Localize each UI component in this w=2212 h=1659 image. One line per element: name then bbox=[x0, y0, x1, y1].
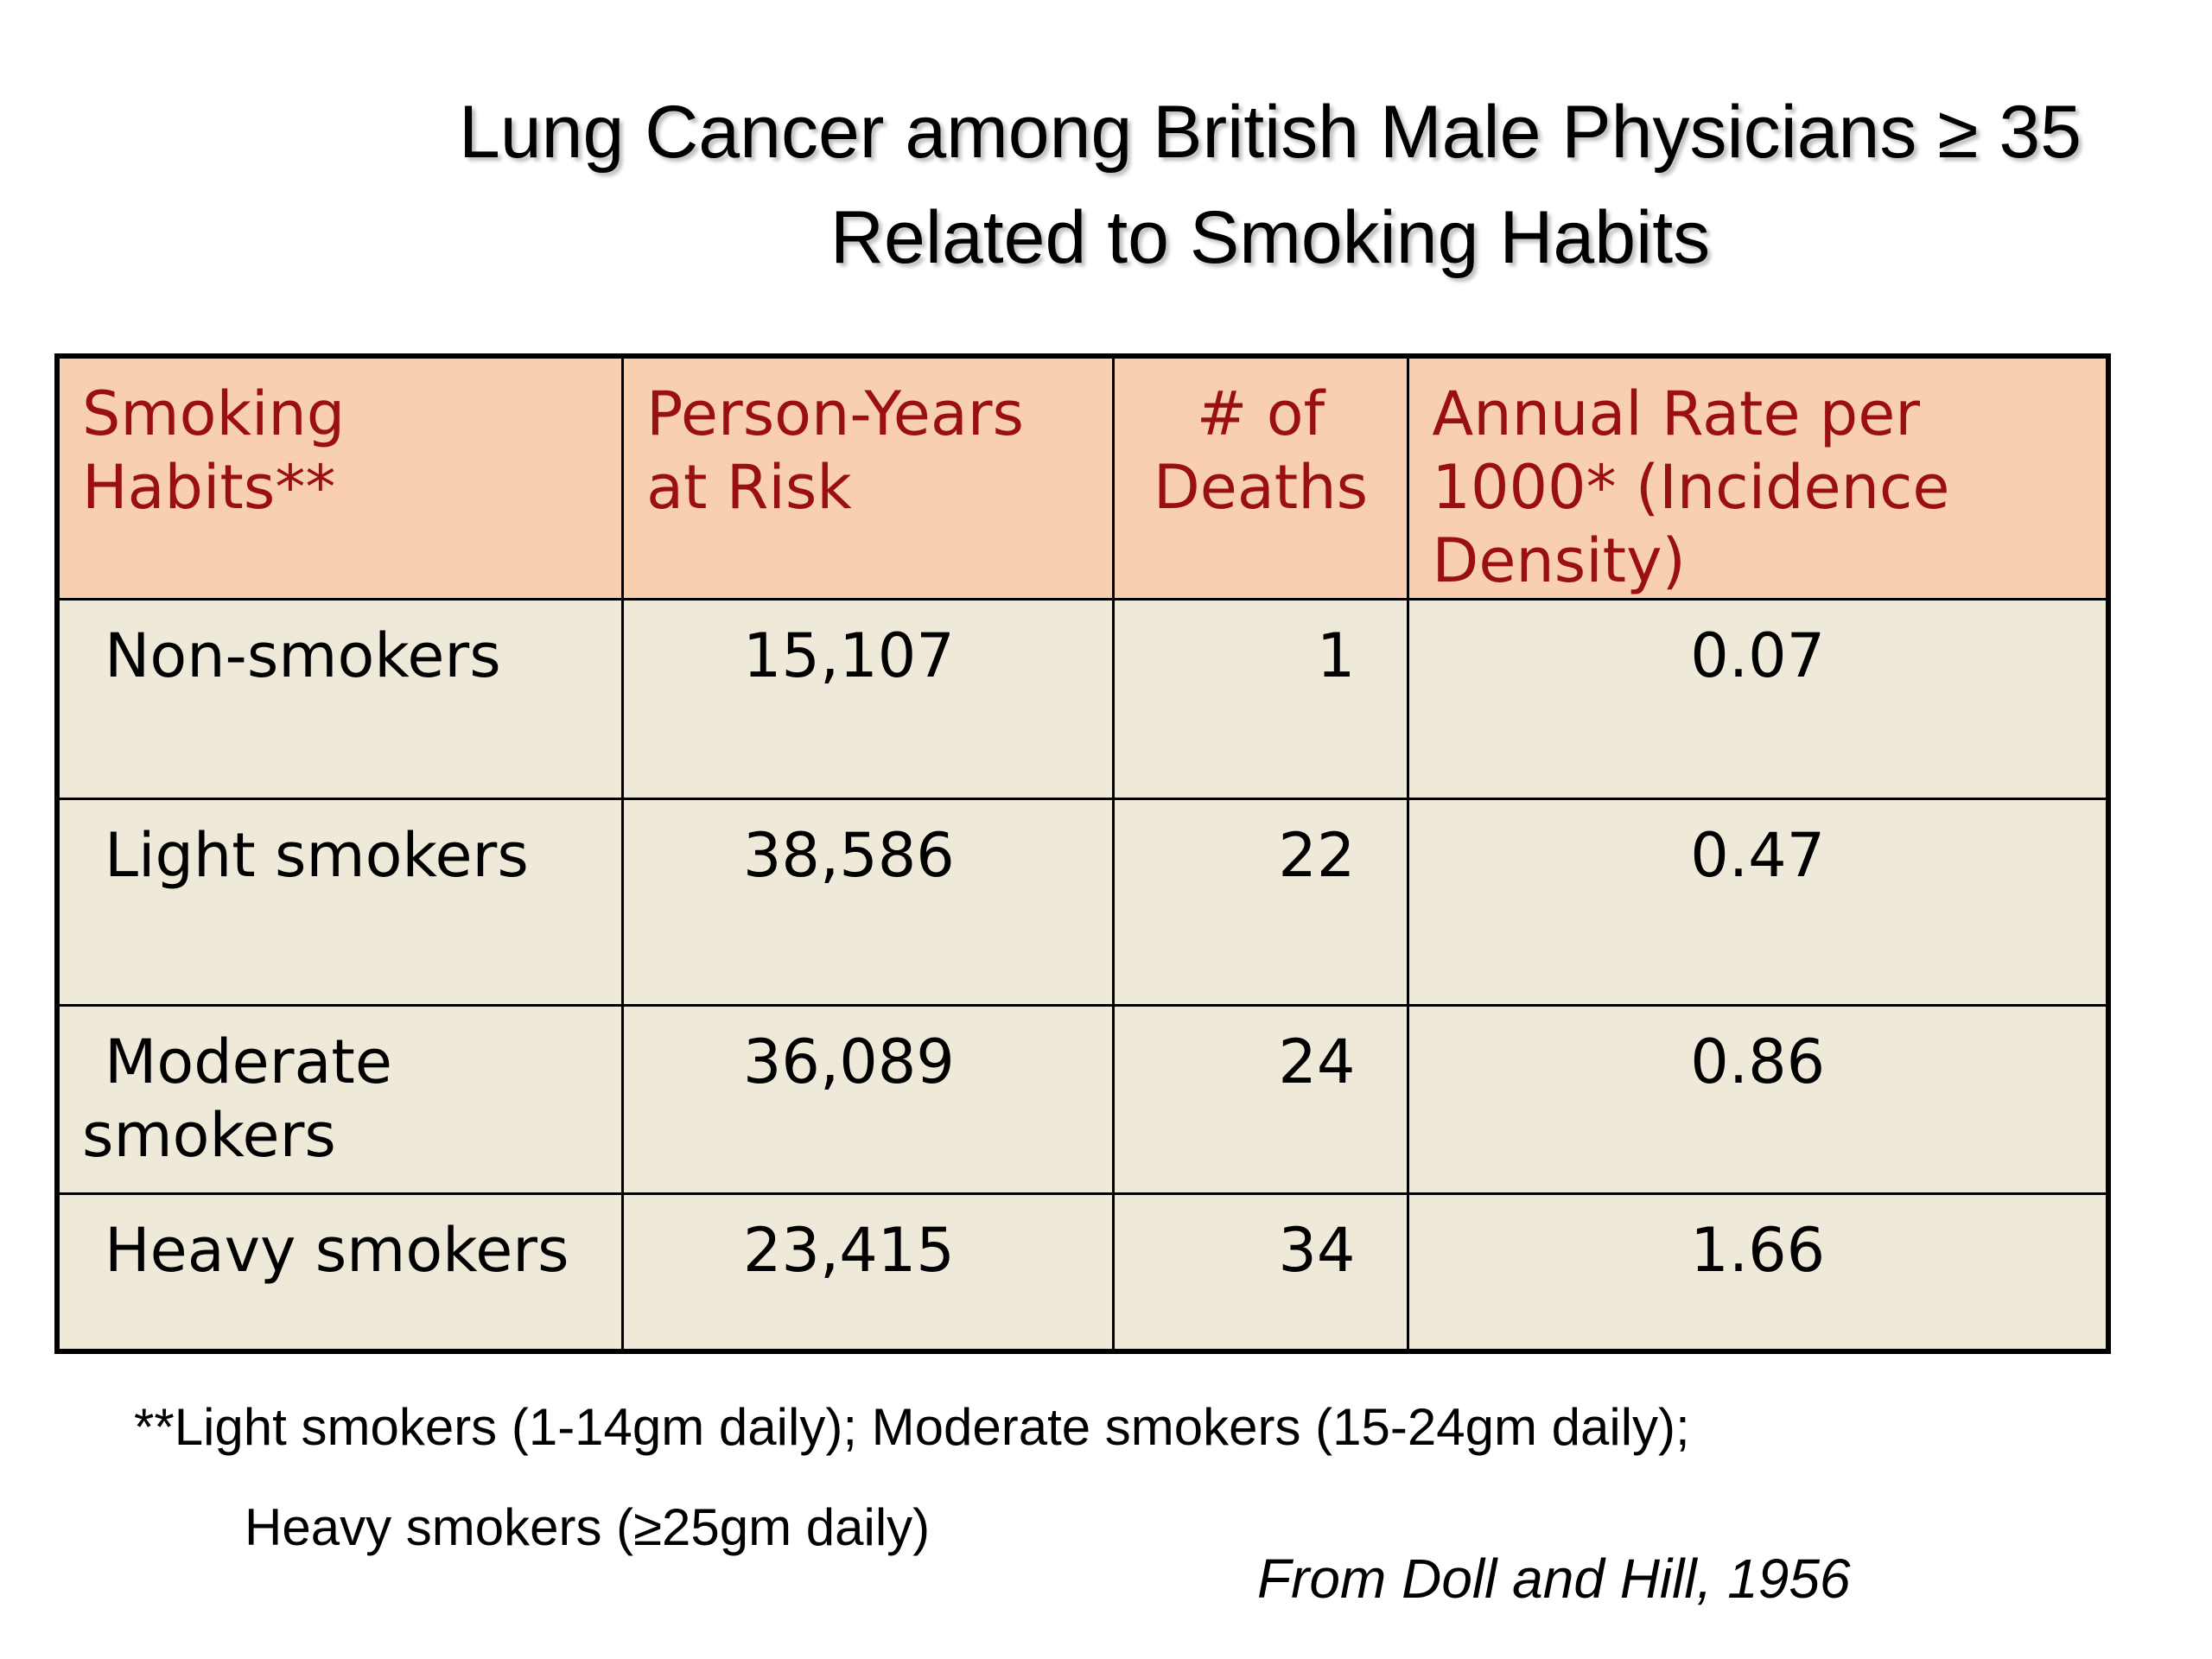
footnote-line-1: **Light smokers (1-14gm daily); Moderate… bbox=[134, 1398, 1690, 1456]
table-row: Heavy smokers 23,415 34 1.66 bbox=[55, 1192, 2110, 1353]
header-line: Person-Years bbox=[646, 378, 1024, 449]
lung-cancer-table: Smoking Habits** Person-Years at Risk # … bbox=[54, 353, 2111, 1354]
table-header-row: Smoking Habits** Person-Years at Risk # … bbox=[55, 354, 2110, 601]
cell-smoking-habit: Light smokers bbox=[55, 798, 625, 1007]
habit-line: Non-smokers bbox=[105, 620, 501, 691]
cell-deaths: 24 bbox=[1111, 1004, 1410, 1195]
cell-smoking-habit: Moderate smokers bbox=[55, 1004, 625, 1195]
cell-smoking-habit: Non-smokers bbox=[55, 598, 625, 800]
source-citation: From Doll and Hill, 1956 bbox=[1257, 1548, 1851, 1610]
header-line: Deaths bbox=[1153, 452, 1369, 523]
header-deaths: # of Deaths bbox=[1111, 354, 1410, 601]
header-line: 1000* (Incidence bbox=[1432, 452, 1950, 523]
cell-annual-rate: 0.07 bbox=[1407, 598, 2110, 800]
header-line: Habits** bbox=[82, 452, 336, 523]
cell-deaths: 34 bbox=[1111, 1192, 1410, 1353]
header-line: # of bbox=[1196, 378, 1325, 449]
table-row: Non-smokers 15,107 1 0.07 bbox=[55, 598, 2110, 800]
cell-deaths: 1 bbox=[1111, 598, 1410, 800]
habit-line: Light smokers bbox=[105, 820, 529, 891]
cell-person-years: 23,415 bbox=[621, 1192, 1115, 1353]
cell-deaths: 22 bbox=[1111, 798, 1410, 1007]
cell-person-years: 38,586 bbox=[621, 798, 1115, 1007]
habit-line: Heavy smokers bbox=[105, 1215, 569, 1286]
title-line-2: Related to Smoking Habits bbox=[830, 196, 1711, 279]
header-smoking-habits: Smoking Habits** bbox=[55, 354, 625, 601]
header-annual-rate: Annual Rate per 1000* (Incidence Density… bbox=[1407, 354, 2110, 601]
cell-annual-rate: 0.47 bbox=[1407, 798, 2110, 1007]
habit-line: smokers bbox=[82, 1100, 336, 1171]
title-line-1: Lung Cancer among British Male Physician… bbox=[458, 91, 2082, 174]
table-row: Light smokers 38,586 22 0.47 bbox=[55, 798, 2110, 1007]
header-line: Annual Rate per bbox=[1432, 378, 1921, 449]
habit-line: Moderate bbox=[105, 1027, 392, 1097]
cell-person-years: 15,107 bbox=[621, 598, 1115, 800]
header-line: Smoking bbox=[82, 378, 346, 449]
header-line: Density) bbox=[1432, 525, 1686, 596]
cell-annual-rate: 1.66 bbox=[1407, 1192, 2110, 1353]
header-line: at Risk bbox=[646, 452, 852, 523]
table-row: Moderate smokers 36,089 24 0.86 bbox=[55, 1004, 2110, 1195]
cell-annual-rate: 0.86 bbox=[1407, 1004, 2110, 1195]
cell-smoking-habit: Heavy smokers bbox=[55, 1192, 625, 1353]
slide-title: Lung Cancer among British Male Physician… bbox=[415, 79, 2126, 290]
header-person-years: Person-Years at Risk bbox=[621, 354, 1115, 601]
cell-person-years: 36,089 bbox=[621, 1004, 1115, 1195]
footnote-line-2: Heavy smokers (≥25gm daily) bbox=[245, 1498, 931, 1556]
